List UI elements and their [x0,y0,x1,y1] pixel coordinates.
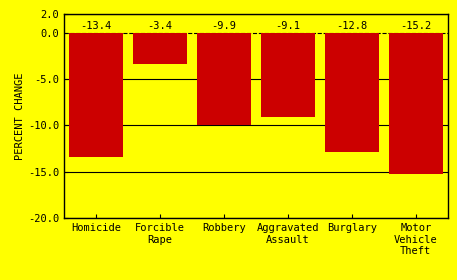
Text: -13.4: -13.4 [80,21,112,31]
Bar [324,32,379,151]
Text: -15.2: -15.2 [400,21,431,31]
Bar [133,32,187,64]
Text: -9.1: -9.1 [276,21,300,31]
Bar [388,32,443,174]
Y-axis label: PERCENT CHANGE: PERCENT CHANGE [15,73,25,160]
Text: -9.9: -9.9 [212,21,236,31]
Bar [197,32,251,125]
Bar [260,32,315,117]
Text: -12.8: -12.8 [336,21,367,31]
Text: -3.4: -3.4 [148,21,172,31]
Bar [69,32,123,157]
